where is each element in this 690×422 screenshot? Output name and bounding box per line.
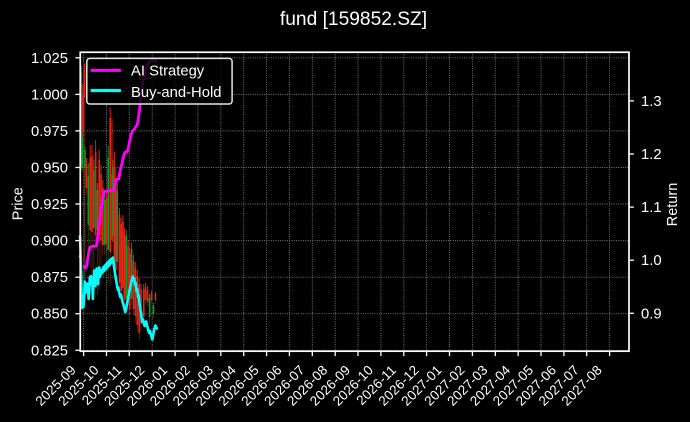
svg-text:1.025: 1.025: [31, 51, 68, 67]
svg-text:1.3: 1.3: [641, 94, 662, 110]
svg-text:0.825: 0.825: [31, 343, 68, 359]
svg-text:AI Strategy: AI Strategy: [131, 63, 205, 79]
svg-text:1.2: 1.2: [641, 147, 662, 163]
svg-text:0.900: 0.900: [31, 234, 68, 250]
svg-text:Buy-and-Hold: Buy-and-Hold: [131, 85, 221, 101]
svg-text:0.975: 0.975: [31, 124, 68, 140]
svg-text:0.850: 0.850: [31, 307, 68, 323]
svg-text:1.000: 1.000: [31, 87, 68, 103]
svg-text:fund [159852.SZ]: fund [159852.SZ]: [280, 9, 427, 30]
svg-text:Price: Price: [11, 187, 27, 220]
svg-text:1.1: 1.1: [641, 200, 662, 216]
svg-text:0.950: 0.950: [31, 161, 68, 177]
svg-text:0.9: 0.9: [641, 306, 662, 322]
svg-text:0.875: 0.875: [31, 270, 68, 286]
svg-text:0.925: 0.925: [31, 197, 68, 213]
svg-text:Return: Return: [665, 183, 681, 227]
svg-text:1.0: 1.0: [641, 253, 662, 269]
